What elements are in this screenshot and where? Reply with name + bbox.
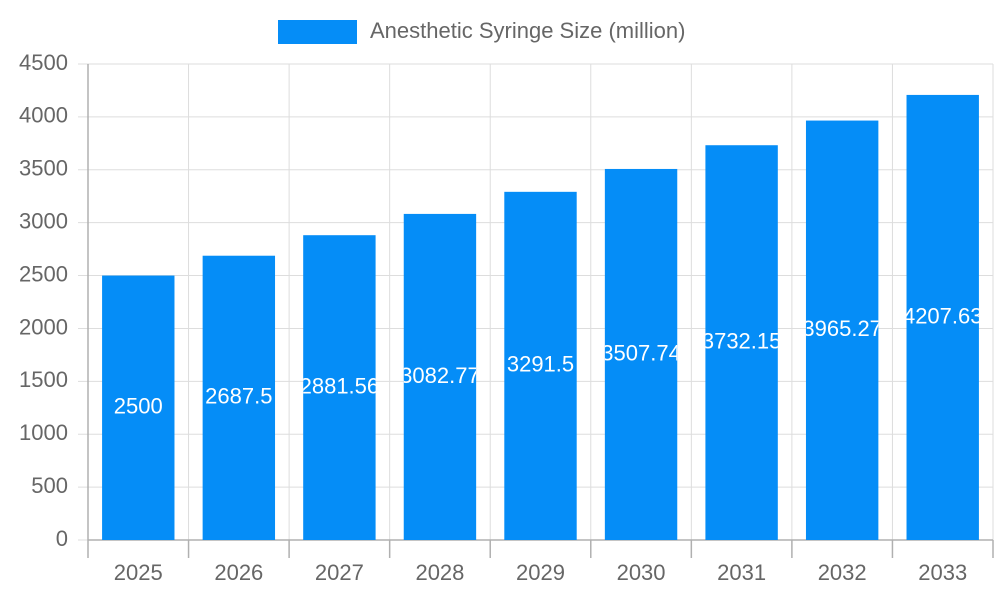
- x-tick-label: 2025: [114, 560, 163, 585]
- x-tick-label: 2031: [717, 560, 766, 585]
- data-label: 2500: [114, 394, 163, 419]
- x-tick-label: 2032: [818, 560, 867, 585]
- bar: [604, 168, 678, 541]
- x-tick-label: 2028: [415, 560, 464, 585]
- bar: [705, 145, 778, 540]
- bar: [805, 120, 879, 540]
- y-tick-label: 500: [31, 473, 68, 498]
- data-label: 2687.5: [205, 384, 272, 409]
- bar: [403, 213, 477, 540]
- bar: [504, 191, 577, 540]
- data-label: 3507.74: [601, 340, 681, 365]
- legend-swatch: [278, 20, 357, 44]
- y-tick-label: 2500: [19, 261, 68, 286]
- bar: [202, 255, 276, 540]
- bar: [906, 94, 979, 541]
- x-tick-label: 2029: [516, 560, 565, 585]
- data-label: 2881.56: [300, 373, 380, 398]
- legend-label: Anesthetic Syringe Size (million): [370, 18, 685, 43]
- y-tick-label: 4500: [19, 50, 68, 75]
- y-tick-label: 2000: [19, 314, 68, 339]
- data-label: 3732.15: [702, 328, 782, 353]
- y-tick-label: 4000: [19, 103, 68, 128]
- data-label: 4207.63: [903, 303, 983, 328]
- y-tick-label: 1000: [19, 420, 68, 445]
- bar: [303, 235, 376, 540]
- y-tick-label: 3500: [19, 156, 68, 181]
- data-label: 3965.27: [802, 316, 882, 341]
- x-tick-label: 2030: [617, 560, 666, 585]
- x-tick-label: 2027: [315, 560, 364, 585]
- x-tick-label: 2026: [214, 560, 263, 585]
- y-tick-label: 1500: [19, 367, 68, 392]
- x-tick-label: 2033: [918, 560, 967, 585]
- bar: [102, 275, 175, 540]
- data-label: 3291.5: [507, 352, 574, 377]
- y-tick-label: 3000: [19, 208, 68, 233]
- y-tick-label: 0: [56, 526, 68, 551]
- data-label: 3082.77: [400, 363, 480, 388]
